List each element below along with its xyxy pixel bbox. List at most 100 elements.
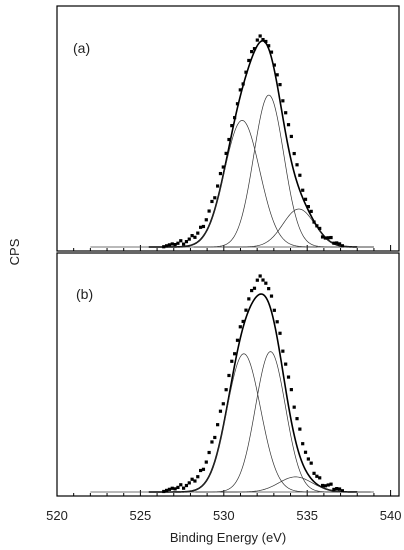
panel-b-data-point [204, 460, 208, 464]
panel-a-data-point [184, 240, 189, 244]
panel-b-data-point [292, 405, 296, 409]
panel-a-data-point [182, 242, 186, 246]
panel-a-data-point [303, 197, 308, 201]
panel-b-data-point [187, 481, 191, 485]
panel-a-data-point [190, 234, 194, 238]
panel-b-data-point [298, 427, 302, 431]
panel-b-component-peak-3 [195, 351, 346, 493]
panel-b-data-point [221, 402, 225, 406]
panel-a-data-point [281, 99, 285, 103]
panel-a-component-peak-2 [167, 120, 318, 248]
panel-a-data-point [247, 58, 251, 63]
panel-a-data-point [289, 134, 293, 139]
panel-b-data-point [216, 423, 220, 427]
panel-a-data-point [235, 102, 240, 106]
panel-a-data-point [320, 235, 325, 239]
panel-b-data-point [176, 485, 180, 490]
panel-b-data-point [201, 467, 206, 471]
panel-a-data-point [329, 235, 333, 240]
panel-a-data-point [216, 184, 220, 188]
panel-b-data-point [227, 373, 231, 378]
panel-a-frame [56, 5, 400, 252]
panel-a-data-point [173, 242, 177, 247]
panel-a-data-point [255, 38, 259, 42]
panel-a-data-point [164, 244, 169, 248]
panel-a-data-point [193, 235, 197, 239]
x-tick-label-525: 525 [130, 508, 152, 523]
panel-a-data-point [241, 82, 245, 86]
panel-b-data-point [255, 278, 259, 282]
panel-a-data-point [213, 196, 217, 200]
panel-a-data-point [301, 188, 305, 192]
panel-a-data-point [238, 88, 242, 92]
panel-b-data-point [184, 483, 189, 488]
panel-a-fit-envelope [148, 40, 358, 248]
panel-a-data-point [261, 37, 265, 42]
panel-b-data-point [190, 477, 194, 481]
panel-b-data-point [196, 475, 200, 479]
panel-b-label: (b) [76, 286, 93, 302]
panel-b-data-point [312, 471, 316, 475]
x-tick-label-520: 520 [46, 508, 68, 523]
panel-b-data-point [301, 442, 305, 446]
panel-a-data-point [340, 244, 344, 248]
panel-b-data-point [284, 362, 288, 366]
panel-b-data-point [238, 325, 242, 329]
panel-b-data-point [315, 474, 319, 478]
panel-b-data-point [244, 308, 248, 312]
panel-b-component-peak-4 [220, 476, 371, 493]
panel-b-data-point [250, 288, 254, 293]
panel-a-data-point [318, 226, 322, 231]
panel-b-data-point [340, 489, 344, 493]
panel-b-data-point [235, 338, 240, 342]
panel-a-data-point [284, 111, 288, 115]
panel-b-data-point [295, 417, 299, 421]
panel-b-data-point [275, 320, 279, 324]
panel-b-data-point [326, 483, 330, 487]
panel-b-data-point [337, 487, 342, 491]
panel-b-data-point [247, 297, 251, 301]
panel-a-data-point [233, 116, 237, 120]
panel-b-data-point [233, 352, 237, 356]
panel-a-data-point [258, 34, 262, 38]
panel-b-plot [90, 274, 374, 494]
panel-a-data-point [295, 163, 299, 167]
panel-a-data-point [227, 137, 231, 142]
panel-a-data-point [323, 236, 327, 240]
panel-b-data-point [162, 489, 166, 494]
panel-a-data-point [309, 209, 313, 213]
panel-a-data-point [335, 241, 339, 245]
panel-a-data-point [179, 239, 183, 243]
panel-b-data-point [258, 274, 262, 278]
panel-a-data-point [252, 47, 257, 51]
panel-b-data-point [323, 484, 327, 488]
panel-b-data-point [309, 461, 313, 465]
panel-b-data-point [164, 488, 169, 493]
panel-a-data-point [315, 224, 319, 228]
panel-a-data-point [272, 63, 276, 67]
panel-b-data-point [306, 457, 310, 461]
panel-a-data-point [269, 50, 274, 54]
panel-a-data-point [306, 205, 310, 209]
panel-b-data-point [320, 483, 325, 488]
panel-a-plot [90, 34, 374, 249]
panel-b-data-point [193, 479, 197, 483]
panel-a-data-point [196, 231, 200, 235]
panel-a-data-point [210, 199, 214, 204]
panel-a-component-peak-3 [193, 94, 344, 248]
panel-a-data-point [176, 241, 180, 245]
panel-b-data-point [269, 294, 274, 298]
panel-a-data-point [326, 236, 330, 240]
panel-b-data-point [218, 409, 223, 413]
panel-b-data-point [272, 308, 276, 312]
panel-a-data-point [207, 209, 211, 213]
panel-a-data-point [204, 218, 208, 222]
panel-b-data-point [286, 375, 291, 379]
panel-a-data-point [167, 243, 172, 247]
panel-a-data-point [244, 70, 248, 74]
panel-a-data-point [312, 220, 316, 224]
x-tick-label-530: 530 [213, 508, 235, 523]
x-axis-label: Binding Energy (eV) [170, 530, 286, 545]
panel-a-data-point [275, 73, 279, 77]
